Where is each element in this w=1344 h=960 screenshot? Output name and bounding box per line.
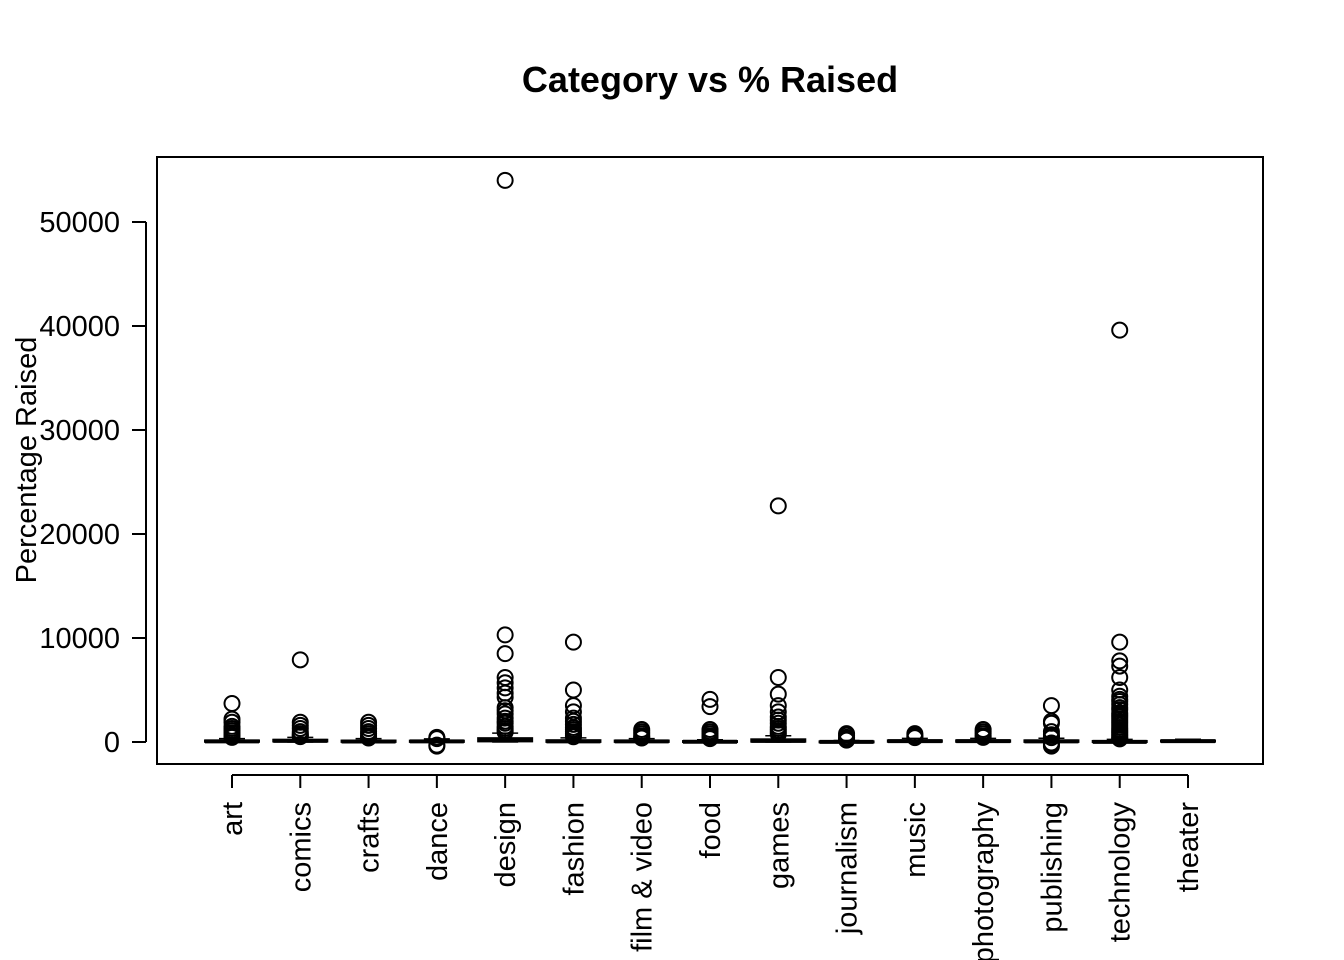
outlier-point	[1042, 697, 1060, 715]
box-film-video	[613, 721, 670, 747]
y-tick-label: 40000	[39, 311, 120, 343]
box-technology	[1091, 321, 1148, 748]
x-tick-label: film & video	[627, 802, 659, 952]
outlier-point	[496, 688, 514, 706]
box-publishing	[1023, 697, 1080, 755]
y-tick-label: 10000	[39, 623, 120, 655]
outlier-point	[564, 681, 582, 699]
x-tick-label: photography	[968, 802, 1000, 960]
outlier-point	[1111, 669, 1129, 687]
y-tick-label: 0	[104, 727, 120, 759]
outlier-point	[1111, 657, 1129, 675]
x-tick-label: games	[763, 802, 795, 889]
outlier-point	[496, 171, 514, 189]
box-crafts	[340, 713, 397, 747]
y-axis-label: Percentage Raised	[11, 337, 43, 584]
outlier-point	[701, 698, 719, 716]
outlier-point	[1111, 633, 1129, 651]
x-tick-label: music	[900, 802, 932, 878]
outlier-point	[291, 651, 309, 669]
x-tick-label: crafts	[354, 802, 386, 873]
outlier-point	[496, 626, 514, 644]
chart-title: Category vs % Raised	[522, 59, 898, 100]
plot-frame	[156, 156, 1264, 765]
outlier-point	[838, 731, 856, 749]
outlier-point	[1111, 321, 1129, 339]
x-tick-label: fashion	[558, 802, 590, 896]
x-tick-label: art	[217, 802, 249, 836]
outlier-point	[496, 645, 514, 663]
outlier-point	[223, 728, 241, 746]
plot-area	[204, 171, 1216, 755]
x-tick-label: theater	[1173, 802, 1205, 893]
x-tick-label: design	[490, 802, 522, 887]
x-tick-label: comics	[285, 802, 317, 892]
x-tick-label: journalism	[832, 802, 864, 935]
outlier-point	[769, 685, 787, 703]
box-design	[477, 171, 534, 743]
y-tick-label: 20000	[39, 519, 120, 551]
box-journalism	[818, 725, 875, 749]
x-tick-label: dance	[422, 802, 454, 881]
x-tick-label: technology	[1105, 802, 1137, 943]
outlier-point	[769, 669, 787, 687]
x-tick-label: food	[695, 802, 727, 858]
outlier-point	[564, 728, 582, 746]
outlier-point	[633, 729, 651, 747]
y-axis: 0 10000 20000 30000 40000 50000	[39, 207, 147, 759]
box-art	[204, 695, 260, 746]
box-games	[750, 497, 807, 743]
outlier-point	[906, 729, 924, 747]
box-theater	[1160, 738, 1216, 744]
outlier-point	[1111, 652, 1129, 670]
outlier-point	[1042, 737, 1060, 755]
y-tick-label: 50000	[39, 207, 120, 239]
y-tick-label: 30000	[39, 415, 120, 447]
box-dance	[408, 728, 465, 755]
outlier-point	[496, 679, 514, 697]
outlier-point	[564, 633, 582, 651]
outlier-point	[496, 723, 514, 741]
outlier-point	[701, 730, 719, 748]
box-fashion	[545, 633, 602, 746]
outlier-point	[769, 725, 787, 743]
outlier-point	[1042, 729, 1060, 747]
outlier-point	[360, 729, 378, 747]
box-music	[886, 725, 943, 747]
box-photography	[955, 721, 1012, 746]
outlier-point	[701, 690, 719, 708]
outlier-point	[428, 730, 446, 748]
outlier-point	[223, 695, 241, 713]
box-comics	[272, 651, 329, 746]
x-tick-label: publishing	[1036, 802, 1068, 933]
outlier-point	[1111, 730, 1129, 748]
x-axis: art comics crafts dance design fashion film & …	[217, 774, 1205, 960]
outlier-point	[769, 497, 787, 515]
outlier-point	[428, 737, 446, 755]
outlier-point	[291, 728, 309, 746]
box-food	[682, 690, 738, 748]
outlier-point	[974, 728, 992, 746]
